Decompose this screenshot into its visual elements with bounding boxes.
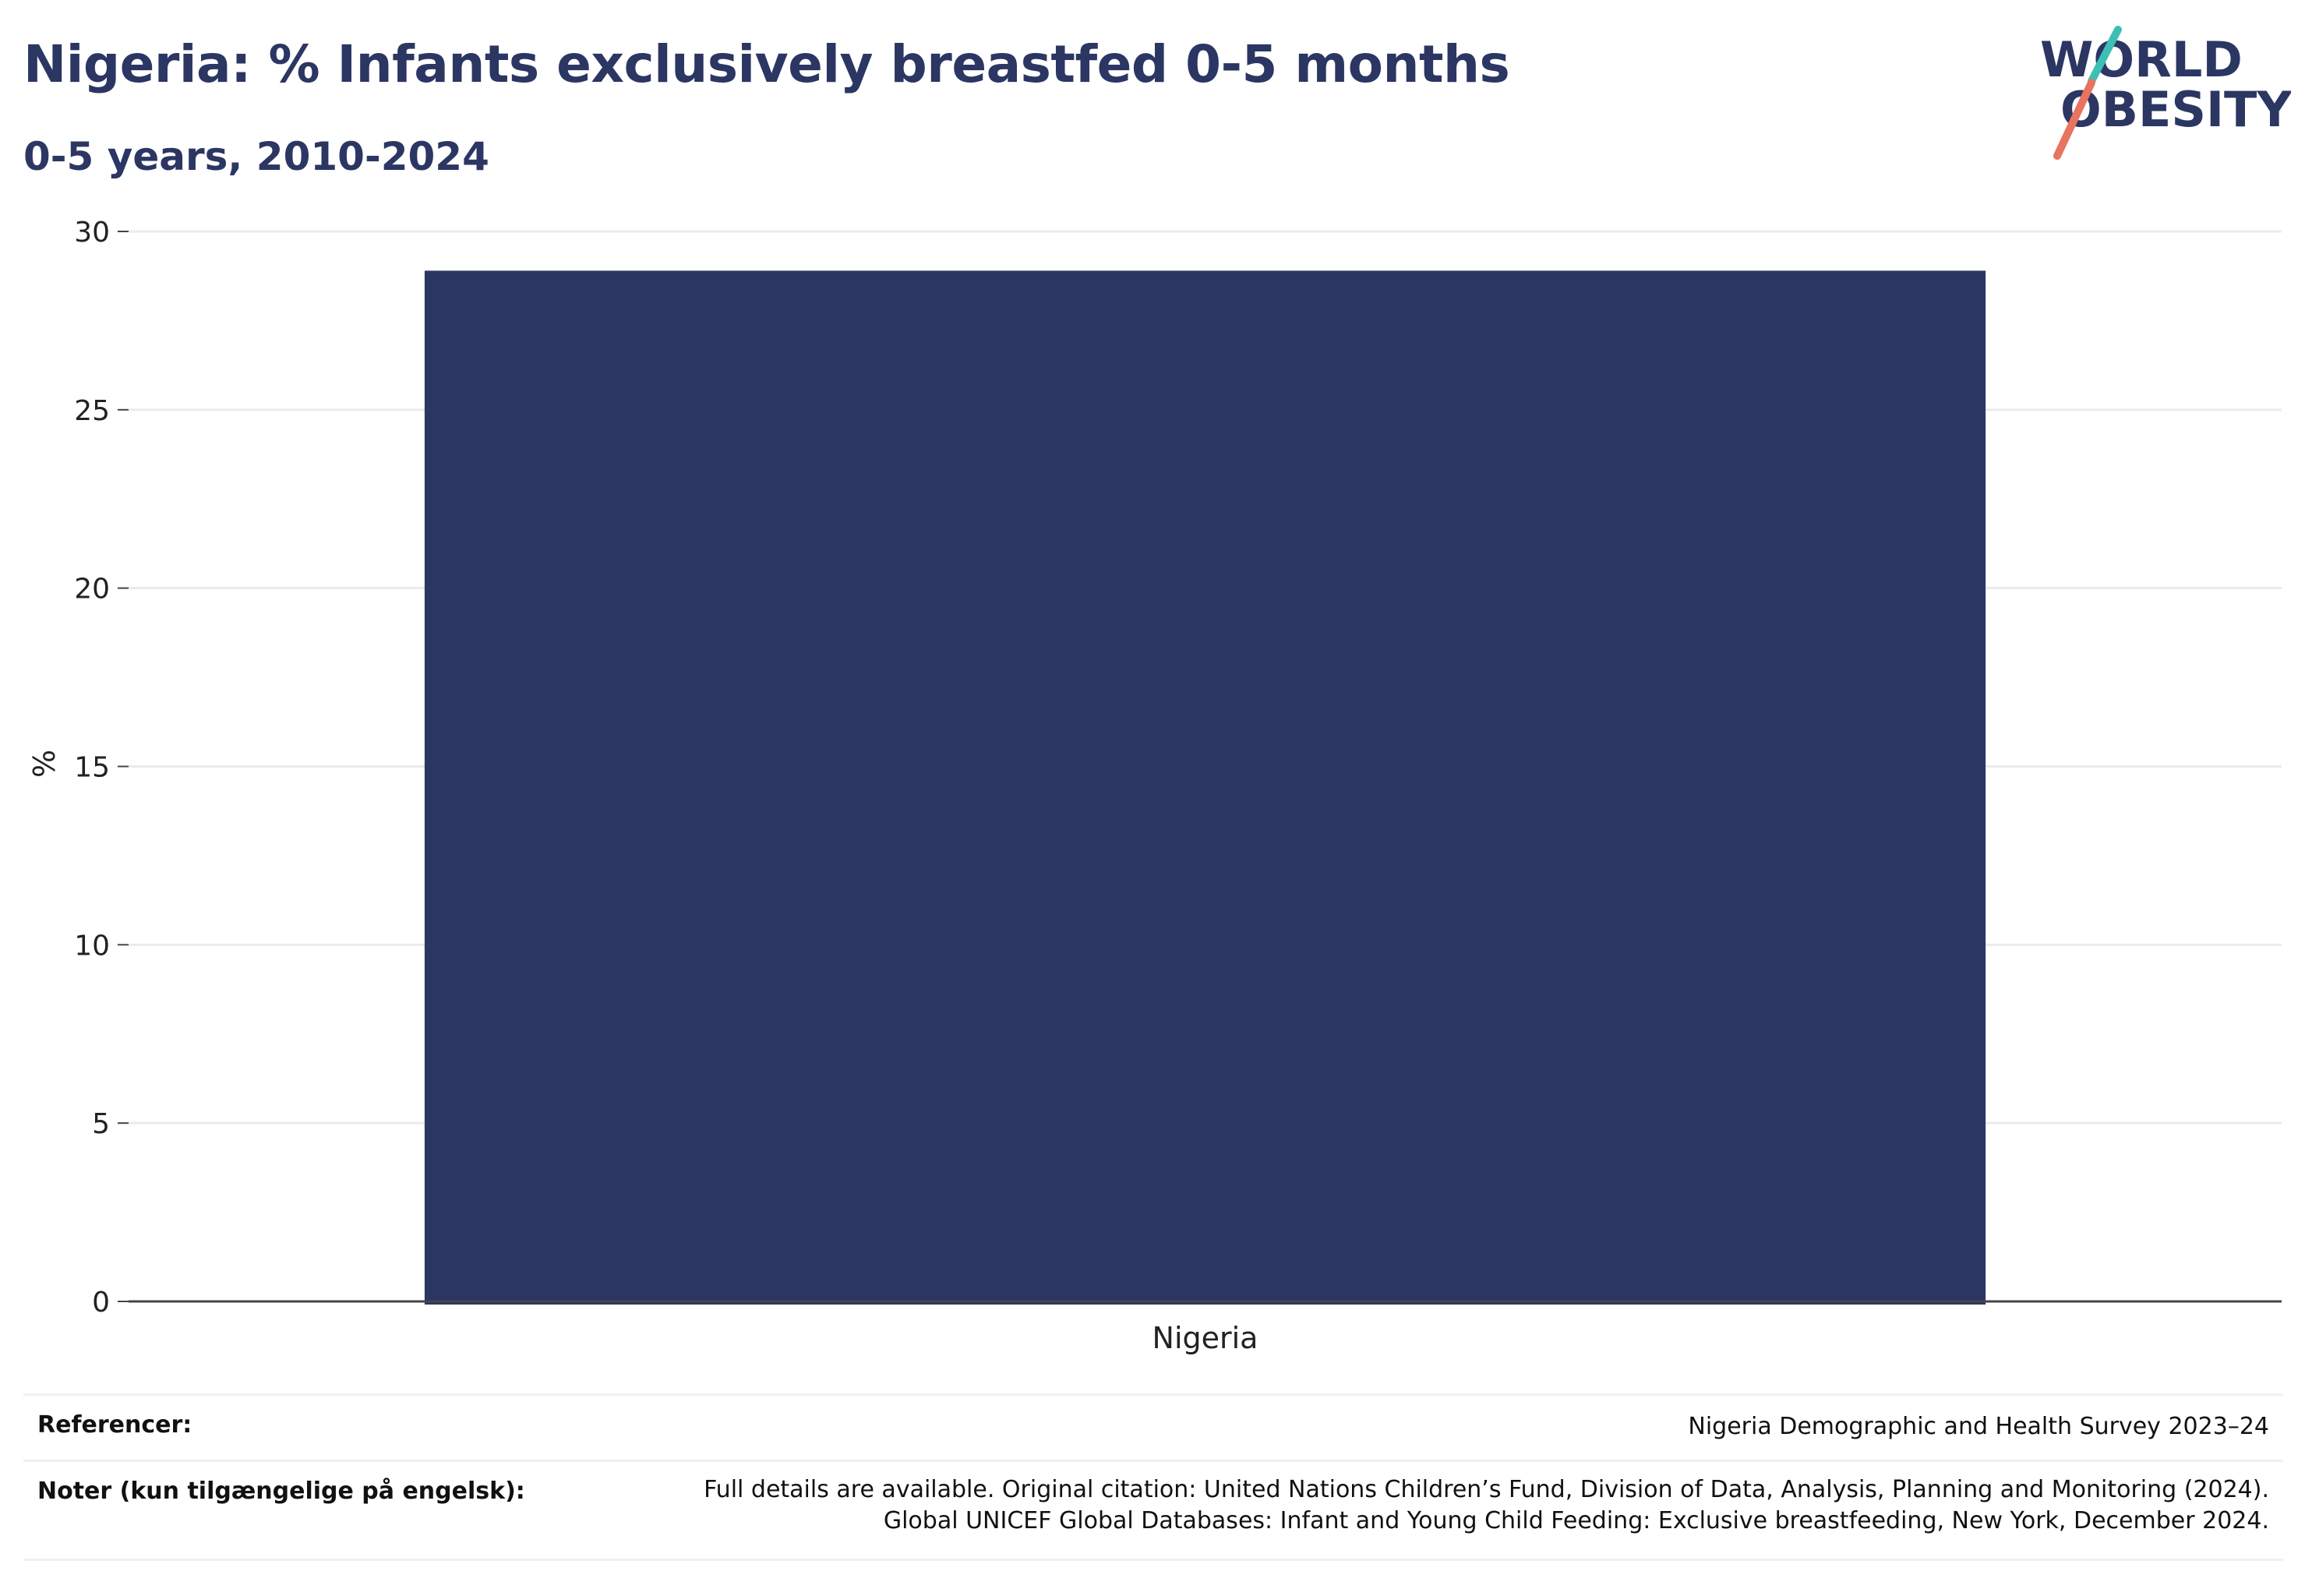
y-tick-label-10: 10	[74, 930, 110, 962]
bar-nigeria[interactable]	[424, 270, 1986, 1305]
axes: 0 5 10 15 20 25 30 Nigeria	[74, 217, 2282, 1355]
world-obesity-logo: WORLD OBESITY	[2040, 26, 2291, 160]
logo-text-world: WORLD	[2040, 31, 2243, 88]
notes-value: Full details are available. Original cit…	[704, 1474, 2269, 1537]
bars	[424, 270, 1986, 1305]
y-tick-label-0: 0	[92, 1287, 110, 1319]
chart-subtitle: 0-5 years, 2010-2024	[23, 134, 489, 179]
y-tick-label-5: 5	[92, 1108, 110, 1140]
notes-line-1: Full details are available. Original cit…	[704, 1476, 2269, 1503]
notes-label: Noter (kun tilgængelige på engelsk):	[37, 1478, 525, 1505]
references-row: Referencer: Nigeria Demographic and Heal…	[23, 1393, 2283, 1460]
y-axis-label: %	[27, 750, 62, 778]
y-tick-label-20: 20	[74, 574, 110, 606]
y-tick-label-15: 15	[74, 752, 110, 784]
footer: Referencer: Nigeria Demographic and Heal…	[23, 1393, 2283, 1561]
logo-text-obesity: OBESITY	[2060, 81, 2291, 138]
y-tick-label-30: 30	[74, 217, 110, 249]
chart-title: Nigeria: % Infants exclusively breastfed…	[23, 34, 1510, 94]
x-tick-label-nigeria: Nigeria	[1152, 1321, 1258, 1355]
notes-row: Noter (kun tilgængelige på engelsk): Ful…	[23, 1460, 2283, 1561]
logo-slash-teal	[2088, 26, 2122, 85]
references-value: Nigeria Demographic and Health Survey 20…	[1688, 1413, 2269, 1440]
references-label: Referencer:	[37, 1411, 192, 1439]
logo-slash-coral	[2053, 79, 2095, 160]
notes-line-2: Global UNICEF Global Databases: Infant a…	[883, 1507, 2269, 1534]
bar-chart: 0 5 10 15 20 25 30 Nigeria %	[27, 217, 2282, 1355]
y-tick-label-25: 25	[74, 395, 110, 427]
